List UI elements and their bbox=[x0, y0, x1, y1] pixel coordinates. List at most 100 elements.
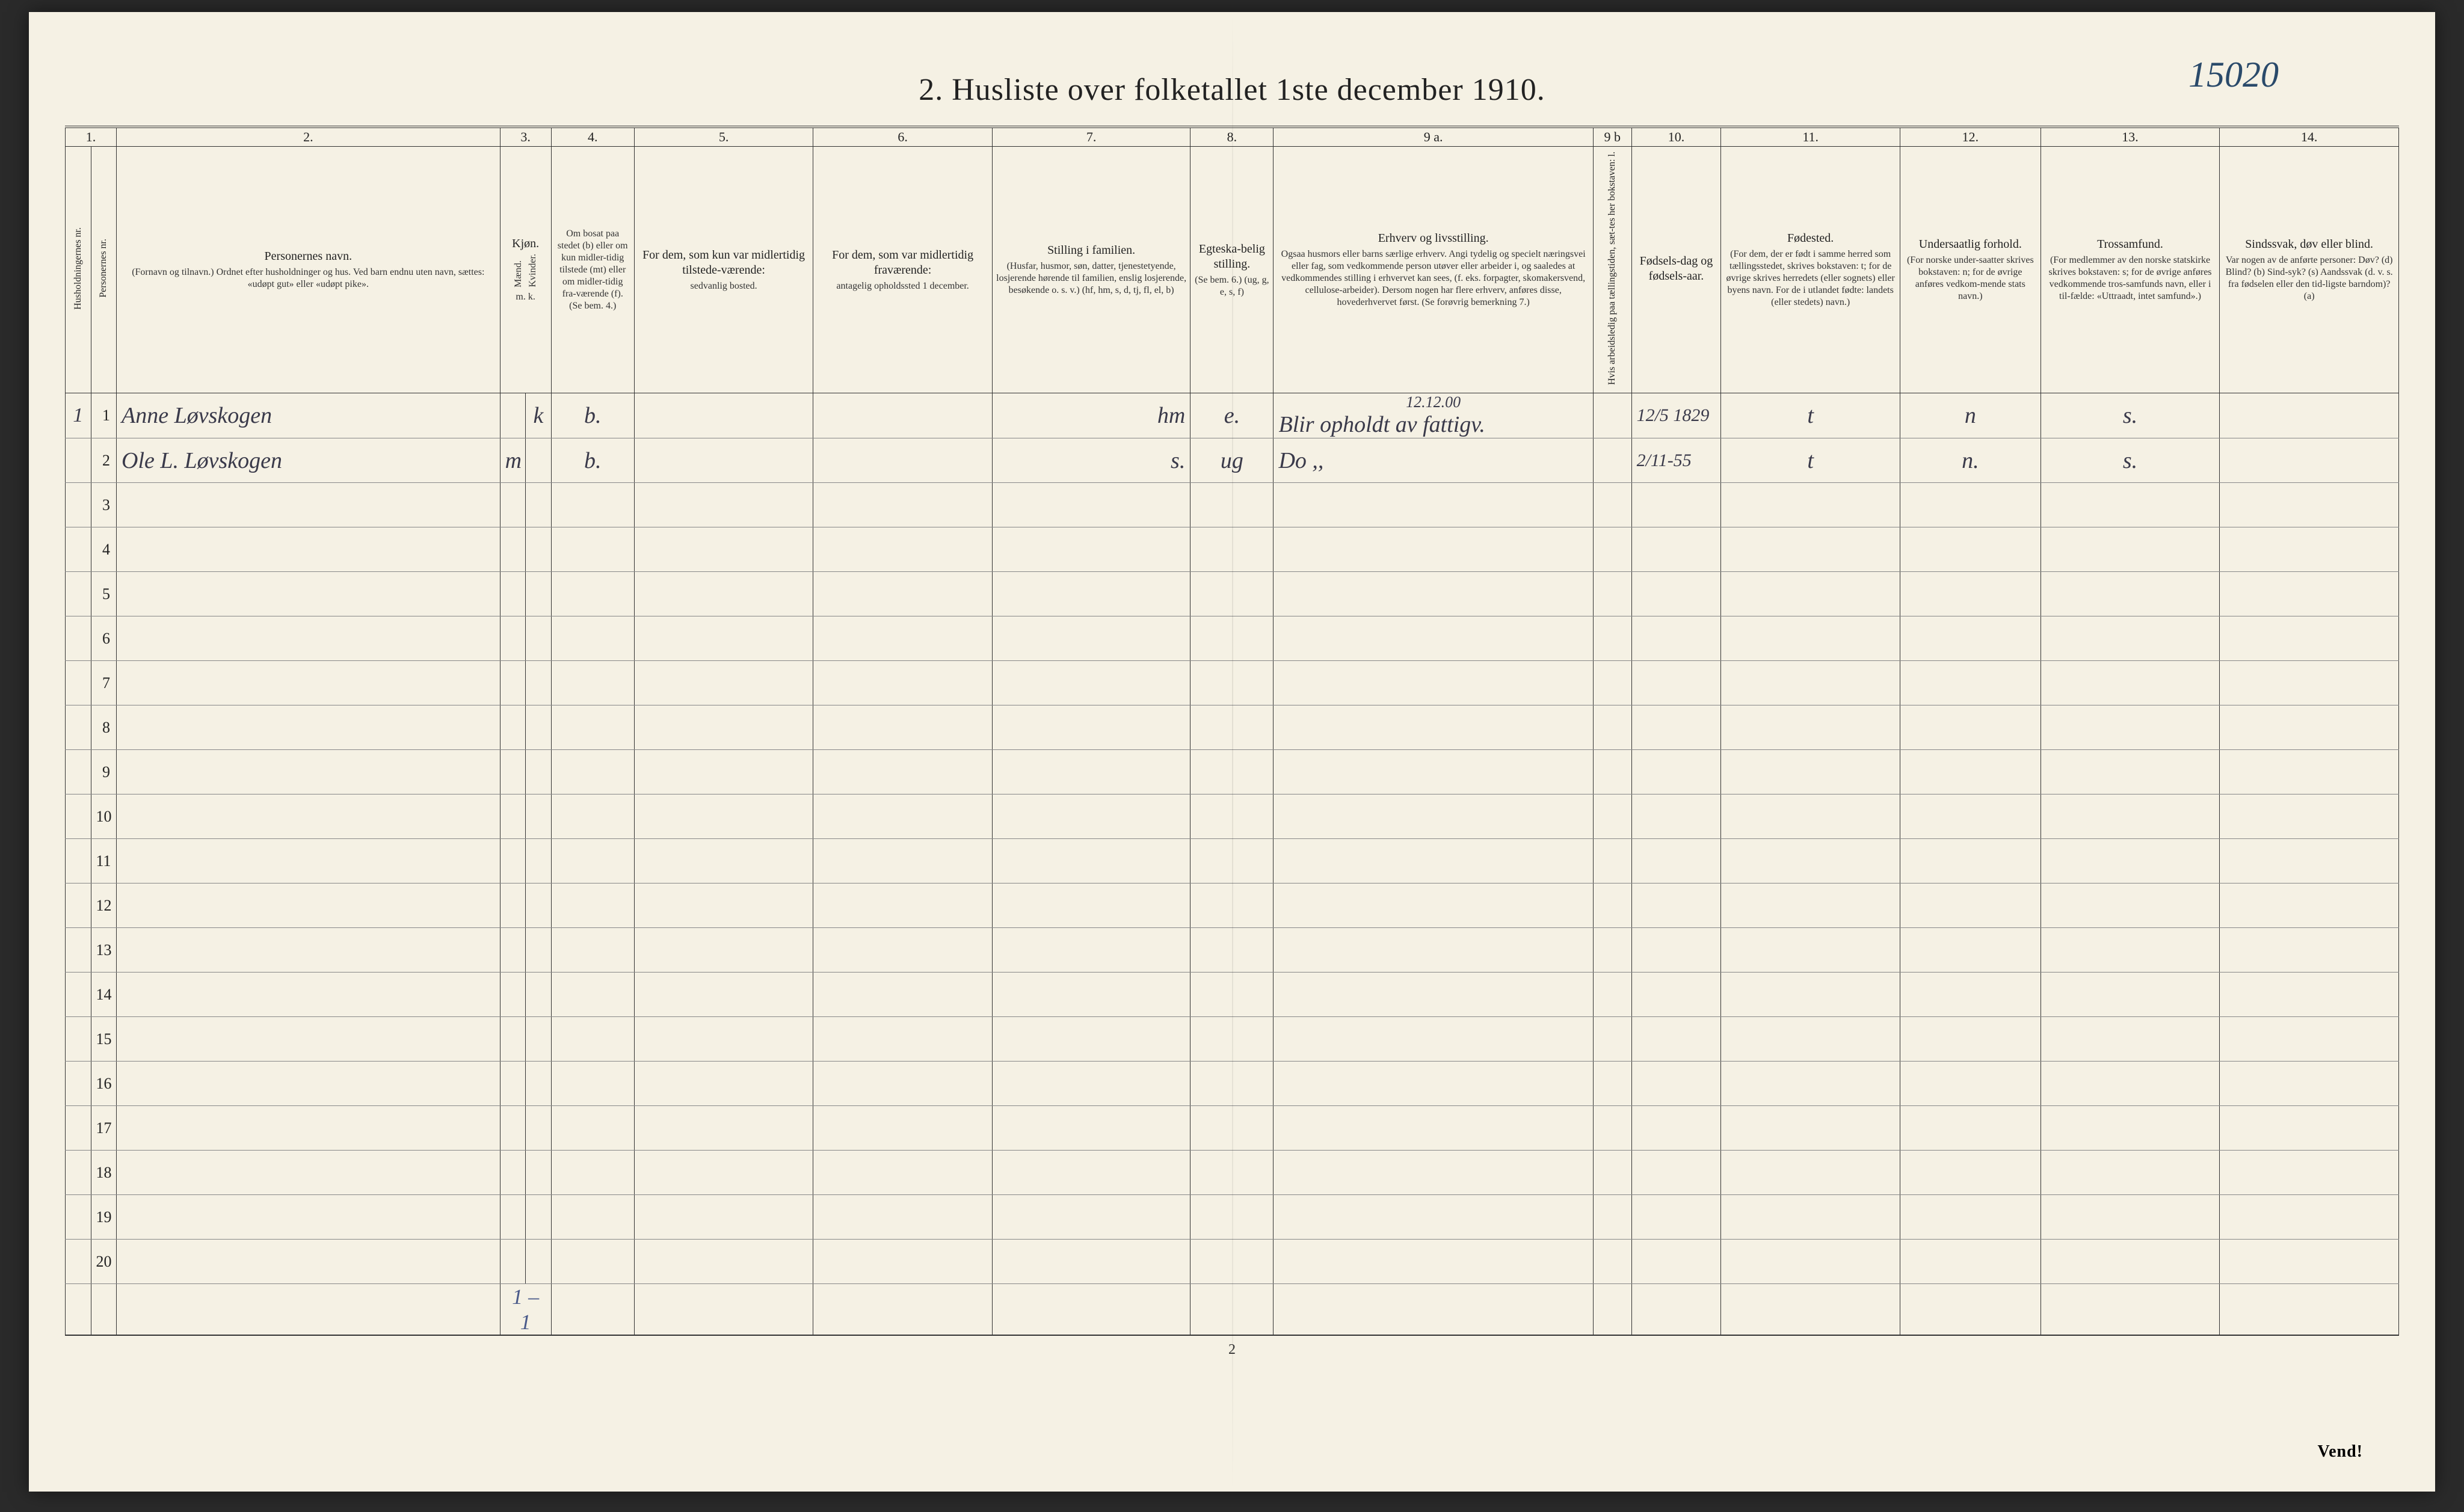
cell-blank bbox=[2220, 839, 2399, 884]
colnum-1: 1. bbox=[66, 128, 117, 147]
cell-blank bbox=[634, 884, 813, 928]
cell-household-nr bbox=[66, 705, 91, 750]
table-row: 16 bbox=[66, 1062, 2399, 1106]
cell-blank bbox=[500, 661, 526, 705]
hdr-marital: Egteska-belig stilling. (Se bem. 6.) (ug… bbox=[1190, 147, 1274, 393]
cell-blank bbox=[1190, 527, 1274, 572]
cell-blank bbox=[2220, 1106, 2399, 1151]
cell-blank bbox=[1631, 794, 1721, 839]
cell-blank bbox=[1274, 616, 1593, 661]
cell-blank bbox=[813, 1106, 993, 1151]
colnum-12: 12. bbox=[1900, 128, 2040, 147]
cell-blank bbox=[526, 884, 552, 928]
cell-blank bbox=[2220, 1195, 2399, 1240]
hdr-name: Personernes navn. (Fornavn og tilnavn.) … bbox=[117, 147, 500, 393]
cell-blank bbox=[526, 1240, 552, 1284]
cell-sex-m: m bbox=[500, 438, 526, 483]
cell-person-nr: 15 bbox=[91, 1017, 117, 1062]
cell-blank bbox=[526, 616, 552, 661]
cell-blank bbox=[117, 572, 500, 616]
cell-blank bbox=[551, 1151, 634, 1195]
hdr-person-nr: Personernes nr. bbox=[91, 147, 117, 393]
cell-blank bbox=[1721, 1017, 1900, 1062]
cell-blank bbox=[526, 973, 552, 1017]
cell-family-pos: hm bbox=[992, 393, 1190, 438]
cell-blank bbox=[526, 572, 552, 616]
cell-religion: s. bbox=[2040, 438, 2220, 483]
cell-blank bbox=[1593, 1017, 1631, 1062]
hdr-occupation: Erhverv og livsstilling. Ogsaa husmors e… bbox=[1274, 147, 1593, 393]
cell-blank bbox=[992, 973, 1190, 1017]
cell-blank bbox=[1900, 1017, 2040, 1062]
cell-blank bbox=[2220, 705, 2399, 750]
table-row: 5 bbox=[66, 572, 2399, 616]
cell-blank bbox=[1631, 1195, 1721, 1240]
cell-blank bbox=[992, 1240, 1190, 1284]
cell-person-nr: 14 bbox=[91, 973, 117, 1017]
colnum-9b: 9 b bbox=[1593, 128, 1631, 147]
turn-page-label: Vend! bbox=[2317, 1442, 2363, 1461]
colnum-10: 10. bbox=[1631, 128, 1721, 147]
cell-blank bbox=[1274, 1017, 1593, 1062]
cell-blank bbox=[992, 616, 1190, 661]
table-row: 6 bbox=[66, 616, 2399, 661]
cell-blank bbox=[526, 750, 552, 794]
cell-blank bbox=[117, 616, 500, 661]
cell-household-nr bbox=[66, 839, 91, 884]
cell-blank bbox=[500, 1017, 526, 1062]
cell-household-nr: 1 bbox=[66, 393, 91, 438]
cell-blank bbox=[813, 572, 993, 616]
cell-blank bbox=[117, 1240, 500, 1284]
cell-blank bbox=[1900, 839, 2040, 884]
cell-blank bbox=[500, 1062, 526, 1106]
cell-blank bbox=[1900, 973, 2040, 1017]
cell-religion: s. bbox=[2040, 393, 2220, 438]
cell-blank bbox=[551, 1106, 634, 1151]
cell-blank bbox=[634, 705, 813, 750]
cell-household-nr bbox=[66, 928, 91, 973]
cell-blank bbox=[1631, 928, 1721, 973]
cell-blank bbox=[500, 839, 526, 884]
cell-marital: ug bbox=[1190, 438, 1274, 483]
cell-blank bbox=[500, 1240, 526, 1284]
cell-blank bbox=[2220, 483, 2399, 527]
cell-blank bbox=[1721, 572, 1900, 616]
cell-blank bbox=[1900, 572, 2040, 616]
cell-blank bbox=[1274, 661, 1593, 705]
cell-blank bbox=[1593, 839, 1631, 884]
cell-blank bbox=[1721, 705, 1900, 750]
cell-blank bbox=[1631, 1240, 1721, 1284]
cell-blank bbox=[2220, 1151, 2399, 1195]
cell-blank bbox=[1593, 928, 1631, 973]
cell-blank bbox=[2040, 794, 2220, 839]
cell-blank bbox=[1190, 705, 1274, 750]
cell-blank bbox=[1593, 884, 1631, 928]
colnum-5: 5. bbox=[634, 128, 813, 147]
cell-blank bbox=[2220, 750, 2399, 794]
cell-blank bbox=[1900, 616, 2040, 661]
cell-blank bbox=[526, 527, 552, 572]
colnum-14: 14. bbox=[2220, 128, 2399, 147]
cell-blank bbox=[551, 1195, 634, 1240]
cell-blank bbox=[526, 839, 552, 884]
cell-blank bbox=[1900, 1151, 2040, 1195]
cell-sex-k: k bbox=[526, 393, 552, 438]
cell-blank bbox=[117, 527, 500, 572]
table-row: 17 bbox=[66, 1106, 2399, 1151]
table-row: 20 bbox=[66, 1240, 2399, 1284]
cell-blank bbox=[1593, 572, 1631, 616]
cell-blank bbox=[1190, 1195, 1274, 1240]
cell-blank bbox=[634, 973, 813, 1017]
cell-blank bbox=[500, 794, 526, 839]
table-row: 15 bbox=[66, 1017, 2399, 1062]
cell-person-nr: 7 bbox=[91, 661, 117, 705]
cell-blank bbox=[992, 705, 1190, 750]
colnum-6: 6. bbox=[813, 128, 993, 147]
cell-blank bbox=[1190, 794, 1274, 839]
cell-nationality: n. bbox=[1900, 438, 2040, 483]
cell-blank bbox=[117, 928, 500, 973]
cell-blank bbox=[526, 1062, 552, 1106]
cell-blank bbox=[2220, 527, 2399, 572]
cell-blank bbox=[1721, 928, 1900, 973]
cell-person-nr: 8 bbox=[91, 705, 117, 750]
